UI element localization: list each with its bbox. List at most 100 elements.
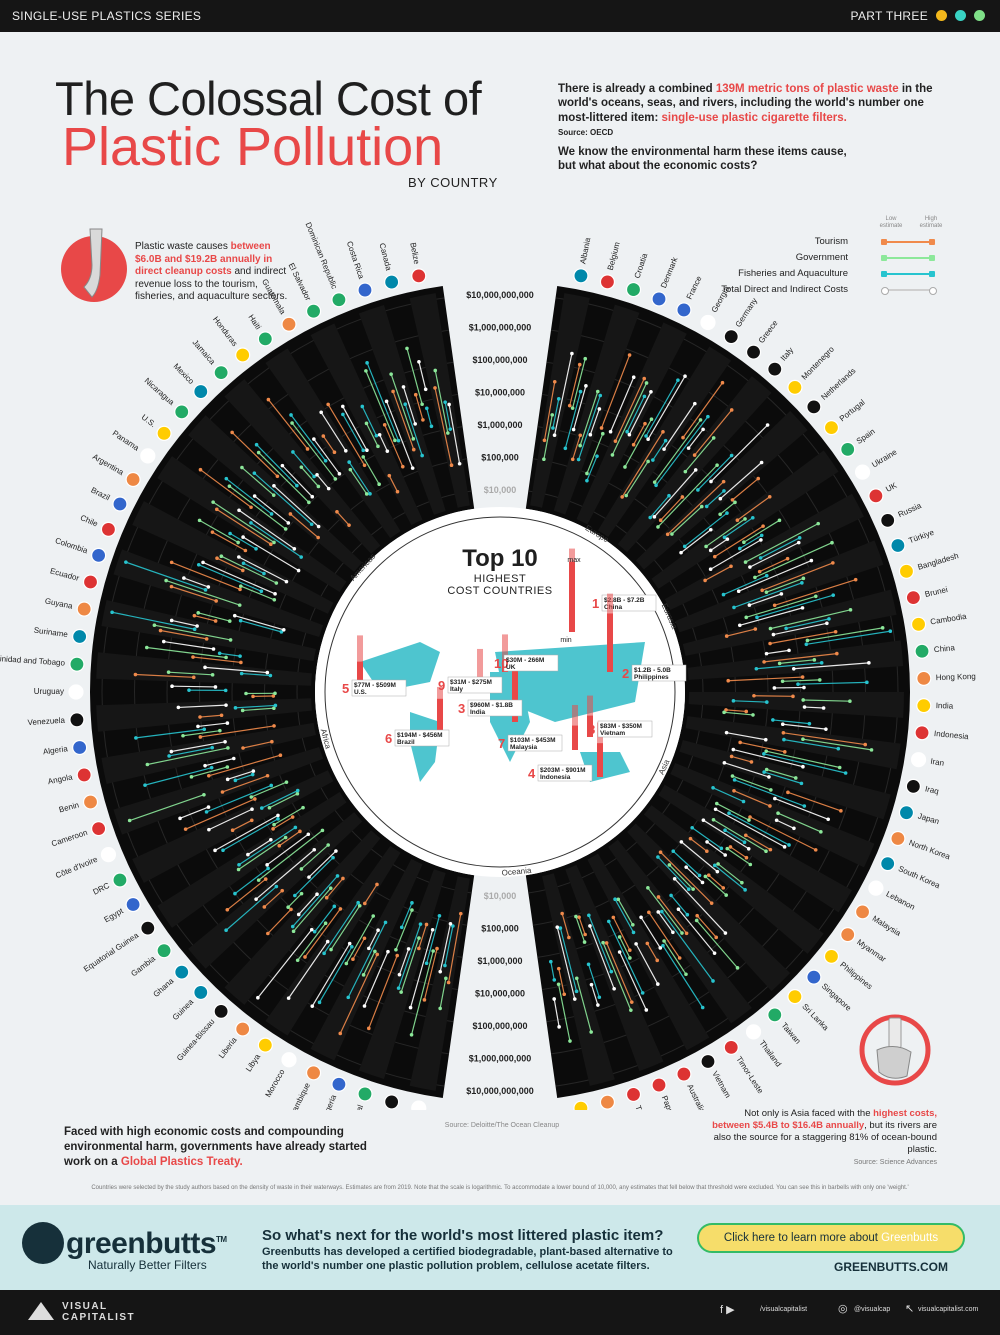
dumbbell-bar <box>723 575 767 596</box>
dumbbell-bar <box>661 911 714 982</box>
dumbbell-low <box>253 797 257 801</box>
dumbbell-low <box>706 873 711 877</box>
dumbbell-low <box>724 634 729 638</box>
dumbbell-bar <box>292 451 315 477</box>
dumbbell-high <box>802 685 806 690</box>
dumbbell-low <box>273 592 277 596</box>
intro-text-a: There is already a combined <box>558 83 716 95</box>
dumbbell-high <box>233 778 238 783</box>
dumbbell-high <box>351 957 355 961</box>
dumbbell-low <box>266 866 270 871</box>
dumbbell-high <box>723 931 728 935</box>
dumbbell-high <box>658 946 663 950</box>
dumbbell-high <box>816 521 820 526</box>
dumbbell-high <box>800 606 805 610</box>
country-flag-icon <box>890 537 906 554</box>
dumbbell-high <box>792 826 796 831</box>
dumbbell-bar <box>229 485 287 530</box>
dumbbell-bar <box>448 404 461 464</box>
dumbbell-bar <box>404 404 423 456</box>
top10-value: $83M - $350M <box>600 723 642 730</box>
dumbbell-low <box>755 615 759 620</box>
dumbbell-low <box>744 615 749 620</box>
dumbbell-low <box>334 849 338 853</box>
dumbbell-bar <box>602 942 632 1011</box>
country-flag-icon <box>916 670 932 687</box>
dumbbell-low <box>804 642 809 647</box>
dumbbell-low <box>249 818 254 823</box>
dumbbell-low <box>376 444 380 449</box>
dumbbell-bar <box>797 681 867 685</box>
dumbbell-bar <box>674 878 726 934</box>
dumbbell-low <box>796 682 800 686</box>
dumbbell-bar <box>575 916 586 943</box>
dumbbell-bar <box>640 916 661 949</box>
dumbbell-bar <box>726 848 751 866</box>
greenbutts-url[interactable]: GREENBUTTS.COM <box>834 1260 948 1274</box>
dumbbell-high <box>709 901 714 905</box>
country-flag-icon <box>573 1100 589 1110</box>
dumbbell-high <box>802 804 807 808</box>
country-flag-icon <box>281 316 297 332</box>
dumbbell-bar <box>231 431 278 477</box>
dumbbell-high <box>600 431 605 436</box>
top10-rank: 4 <box>528 766 536 781</box>
dumbbell-bar <box>392 391 415 450</box>
dumbbell-low <box>250 772 255 777</box>
dumbbell-high <box>741 799 746 804</box>
dumbbell-low <box>236 540 240 545</box>
dumbbell-high <box>158 628 163 633</box>
instagram-icon[interactable]: ◎ <box>838 1303 848 1315</box>
dumbbell-low <box>275 474 280 479</box>
dumbbell-high <box>578 433 583 438</box>
country-label: Bangladesh <box>917 551 960 572</box>
social-handle-3[interactable]: visualcapitalist.com <box>918 1306 979 1313</box>
dumbbell-bar <box>165 579 240 606</box>
dumbbell-bar <box>688 429 704 449</box>
country-spoke <box>358 305 446 515</box>
country-label: Libya <box>244 1052 262 1073</box>
learn-more-button[interactable]: Click here to learn more about Greenbutt… <box>697 1223 965 1253</box>
dumbbell-high <box>680 495 685 499</box>
dumbbell-bar <box>716 803 750 821</box>
dumbbell-high <box>335 510 339 514</box>
dumbbell-bar <box>273 485 320 527</box>
dumbbell-high <box>848 608 853 612</box>
country-flag-icon <box>213 1003 229 1019</box>
dumbbell-bar <box>586 433 604 474</box>
dumbbell-low <box>316 535 320 540</box>
dumbbell-bar <box>759 558 788 573</box>
dumbbell-low <box>736 589 741 594</box>
country-label: Jamaica <box>191 338 218 367</box>
center-title: Top 10 <box>462 545 538 572</box>
social-handle-2[interactable]: @visualcap <box>854 1306 891 1313</box>
dumbbell-high <box>706 414 710 419</box>
dumbbell-low <box>730 774 735 778</box>
social-handle-1[interactable]: /visualcapitalist <box>760 1306 808 1313</box>
dumbbell-low <box>326 843 330 847</box>
dumbbell-bar <box>345 915 374 964</box>
country-flag-icon <box>112 872 128 888</box>
treaty-text: Faced with high economic costs and compo… <box>64 1126 367 1168</box>
dumbbell-low <box>227 619 232 623</box>
dumbbell-high <box>557 1025 561 1029</box>
dumbbell-high <box>252 471 257 475</box>
treaty-note: Faced with high economic costs and compo… <box>64 1125 384 1170</box>
dumbbell-high <box>800 675 805 679</box>
dumbbell-high <box>827 617 831 621</box>
dumbbell-bar <box>680 529 712 554</box>
dumbbell-bar <box>807 627 883 642</box>
country-spoke <box>224 830 381 1005</box>
cursor-icon[interactable]: ↖ <box>905 1303 915 1315</box>
dumbbell-low <box>560 911 564 916</box>
dumbbell-high <box>684 972 688 977</box>
greenbutts-ad[interactable]: greenbuttsTM Naturally Better Filters So… <box>0 1205 1000 1290</box>
dumbbell-high <box>124 560 128 564</box>
country-label: Mexico <box>172 362 197 387</box>
country-label: Denmark <box>659 255 680 289</box>
dumbbell-low <box>771 718 775 722</box>
social-icons[interactable]: f ▶ <box>720 1304 735 1316</box>
dumbbell-bar <box>657 856 690 890</box>
dumbbell-high <box>262 905 267 909</box>
dumbbell-high <box>839 809 843 813</box>
